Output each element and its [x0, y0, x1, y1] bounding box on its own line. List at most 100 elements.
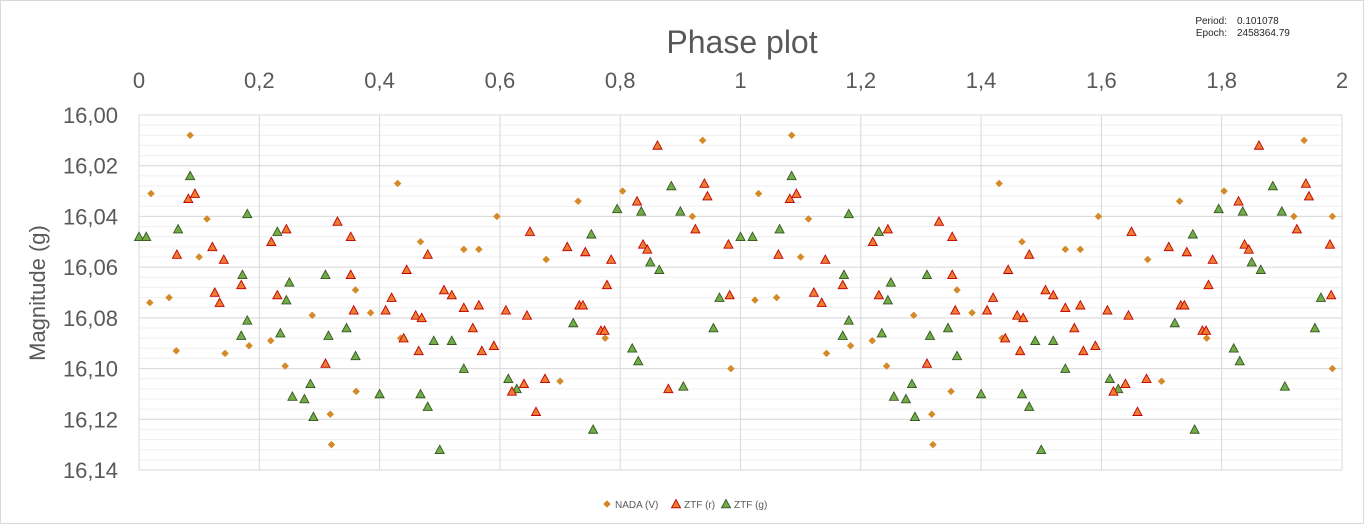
data-point: [1143, 255, 1152, 264]
data-point: [221, 349, 229, 358]
data-point: [488, 340, 500, 351]
data-point: [1023, 249, 1035, 259]
data-point: [1035, 444, 1047, 454]
legend-label: NADA (V): [615, 500, 658, 511]
data-point: [1220, 187, 1228, 195]
data-point: [332, 216, 343, 226]
data-point: [808, 287, 820, 297]
data-point: [654, 264, 665, 274]
data-point: [410, 309, 421, 320]
data-point: [189, 188, 201, 198]
data-point: [843, 314, 855, 325]
data-point: [1239, 238, 1250, 249]
x-tick-label: 2: [1336, 68, 1348, 93]
data-point: [1126, 226, 1137, 236]
data-point: [909, 411, 921, 422]
data-point: [299, 393, 310, 404]
data-point: [1202, 334, 1211, 342]
data-point: [366, 308, 375, 317]
y-tick-label: 16,14: [63, 458, 118, 483]
epoch-value: 2458364.79: [1237, 28, 1290, 39]
data-point: [951, 350, 963, 361]
data-point: [350, 350, 361, 361]
data-point: [506, 385, 518, 396]
data-point: [1175, 197, 1184, 206]
data-point: [635, 205, 647, 216]
data-point: [708, 322, 719, 333]
data-point: [804, 215, 813, 223]
data-point: [147, 189, 155, 198]
data-point: [1002, 264, 1014, 274]
data-point: [1094, 212, 1103, 221]
data-point: [1132, 406, 1143, 416]
data-point: [1040, 284, 1051, 295]
data-point: [1300, 178, 1312, 188]
data-point: [675, 205, 686, 216]
data-point: [266, 236, 277, 247]
data-point: [601, 279, 613, 290]
data-point: [921, 358, 933, 368]
data-point: [562, 241, 573, 252]
x-tick-label: 0,2: [244, 68, 275, 93]
data-point: [511, 383, 522, 394]
data-point: [774, 223, 785, 234]
data-point: [751, 296, 759, 304]
data-point: [1328, 212, 1337, 221]
data-point: [416, 312, 427, 323]
data-point: [348, 304, 359, 315]
data-point: [611, 203, 623, 214]
data-point: [873, 289, 885, 300]
data-point: [539, 373, 551, 383]
data-point: [747, 231, 758, 241]
data-point: [1200, 325, 1212, 335]
y-axis-title: Magnitude (g): [25, 225, 50, 361]
data-point: [214, 297, 225, 307]
data-point: [207, 241, 218, 252]
data-point: [1090, 340, 1101, 351]
legend-label: ZTF (g): [734, 500, 767, 511]
data-point: [663, 383, 674, 394]
data-point: [1078, 345, 1089, 356]
data-point: [1157, 377, 1166, 386]
gridlines: [138, 114, 1343, 471]
data-point: [837, 330, 849, 340]
legend-marker: [670, 498, 682, 509]
data-point: [434, 444, 446, 454]
legend-label: ZTF (r): [684, 500, 715, 511]
data-point: [1017, 312, 1029, 323]
data-point: [1228, 342, 1239, 353]
data-point: [698, 136, 707, 145]
data-point: [275, 327, 286, 338]
data-point: [438, 284, 450, 295]
data-point: [1290, 212, 1298, 221]
data-point: [772, 293, 781, 302]
data-point: [140, 231, 152, 241]
data-point: [786, 170, 797, 181]
data-point: [428, 335, 439, 345]
data-point: [885, 276, 897, 287]
series-1: [171, 139, 1337, 416]
data-point: [1181, 246, 1193, 257]
data-point: [1324, 238, 1336, 249]
data-point: [1014, 345, 1026, 356]
data-point: [393, 179, 402, 188]
data-point: [837, 279, 849, 290]
data-point: [921, 269, 933, 280]
data-point: [882, 294, 894, 305]
data-point: [587, 423, 599, 434]
data-point: [1169, 317, 1181, 328]
data-point: [323, 330, 334, 340]
data-point: [796, 253, 805, 261]
data-point: [1255, 264, 1267, 274]
data-point: [1276, 205, 1288, 216]
data-point: [503, 373, 514, 383]
period-epoch-info: Period: 0.101078 Epoch: 2458364.79: [1195, 16, 1290, 39]
data-point: [305, 378, 316, 389]
data-point: [822, 349, 831, 358]
data-point: [422, 249, 433, 259]
data-point: [632, 355, 644, 366]
data-point: [816, 297, 827, 307]
data-point: [1108, 385, 1119, 396]
data-point: [724, 289, 735, 300]
x-tick-label: 1: [734, 68, 746, 93]
